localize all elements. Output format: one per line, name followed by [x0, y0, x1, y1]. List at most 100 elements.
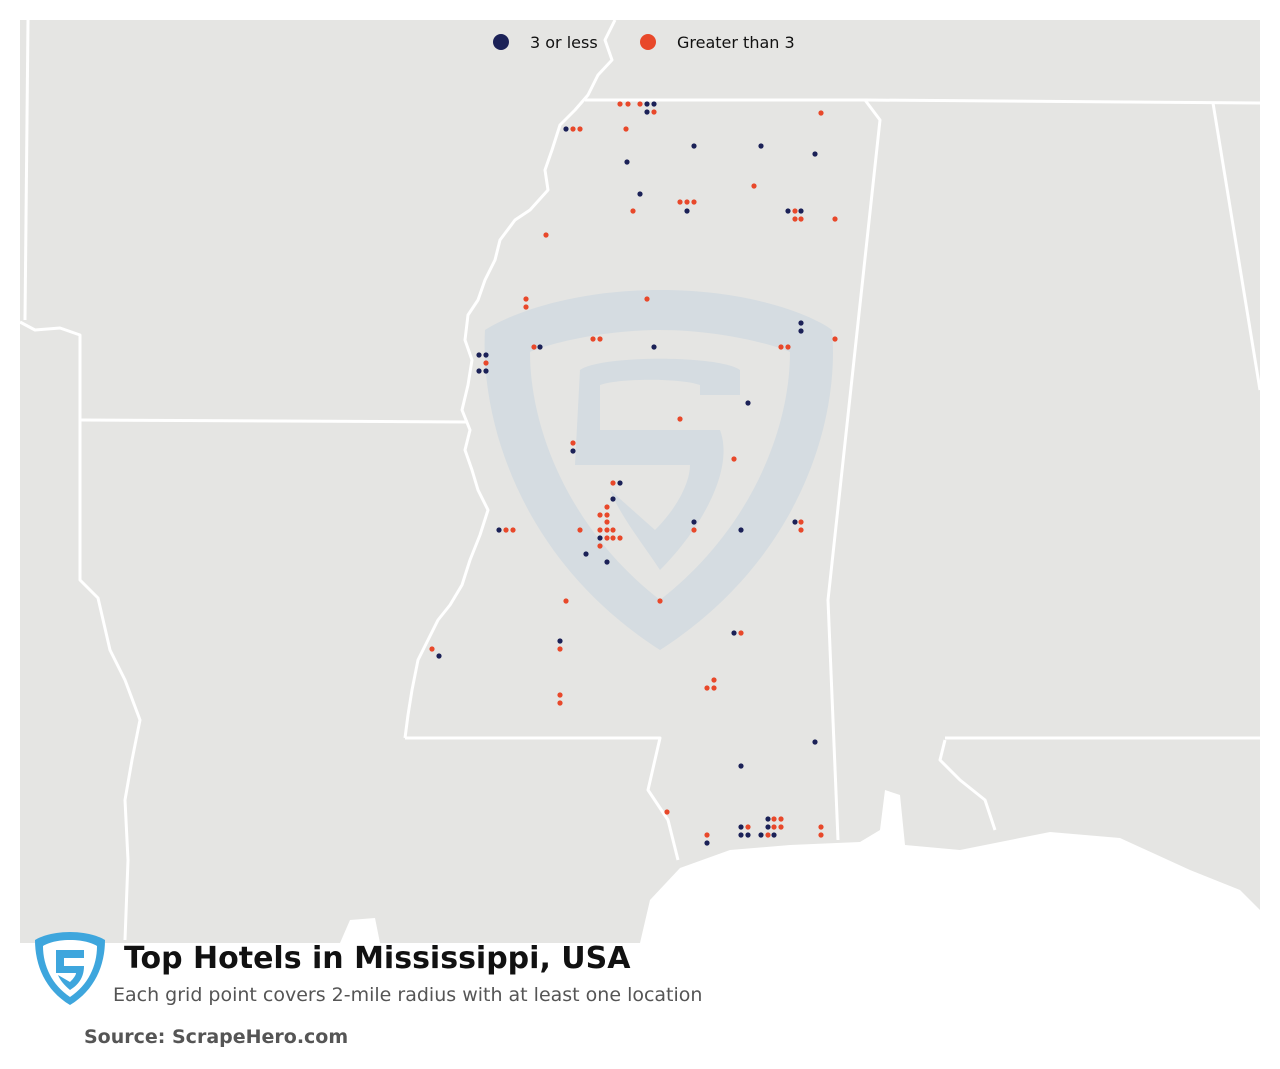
grid-point	[731, 630, 737, 636]
grid-point	[563, 598, 569, 604]
grid-point	[543, 232, 549, 238]
border	[938, 739, 997, 831]
grid-point	[792, 216, 798, 222]
grid-point	[583, 551, 589, 557]
watermark	[484, 290, 833, 650]
grid-point	[691, 519, 697, 525]
grid-point	[771, 824, 777, 830]
grid-point	[523, 296, 529, 302]
grid-point	[758, 143, 764, 149]
grid-point	[704, 832, 710, 838]
grid-point	[765, 832, 771, 838]
border	[864, 98, 1261, 105]
grid-point	[483, 352, 489, 358]
grid-point	[832, 336, 838, 342]
grid-point	[436, 653, 442, 659]
grid-point	[483, 360, 489, 366]
grid-point	[537, 344, 543, 350]
grid-point	[758, 832, 764, 838]
grid-point	[476, 352, 482, 358]
grid-point	[604, 527, 610, 533]
grid-point	[429, 646, 435, 652]
grid-point	[651, 109, 657, 115]
border	[1211, 102, 1262, 391]
grid-point	[664, 809, 670, 815]
grid-point	[604, 559, 610, 565]
grid-point	[738, 630, 744, 636]
grid-point	[617, 480, 623, 486]
grid-point	[812, 151, 818, 157]
grid-point	[570, 440, 576, 446]
grid-point	[684, 208, 690, 214]
grid-point	[691, 199, 697, 205]
grid-point	[798, 527, 804, 533]
grid-point	[792, 208, 798, 214]
grid-point	[597, 527, 603, 533]
grid-point	[798, 328, 804, 334]
border	[79, 418, 469, 424]
grid-point	[745, 400, 751, 406]
grid-point	[798, 208, 804, 214]
grid-point	[738, 763, 744, 769]
grid-point	[557, 646, 563, 652]
grid-point	[617, 535, 623, 541]
grid-point	[510, 527, 516, 533]
state-borders	[19, 19, 1262, 941]
grid-point	[557, 700, 563, 706]
grid-point	[610, 480, 616, 486]
grid-point	[577, 126, 583, 132]
grid-point	[637, 101, 643, 107]
grid-point	[778, 344, 784, 350]
grid-point	[771, 816, 777, 822]
grid-point	[570, 448, 576, 454]
grid-point	[651, 101, 657, 107]
border	[403, 19, 617, 739]
grid-point	[778, 816, 784, 822]
legend-swatch	[493, 34, 509, 50]
grid-point	[745, 832, 751, 838]
grid-point	[677, 199, 683, 205]
grid-point	[832, 216, 838, 222]
grid-point	[563, 126, 569, 132]
grid-point	[651, 344, 657, 350]
grid-point	[644, 109, 650, 115]
grid-point	[597, 336, 603, 342]
grid-point	[625, 101, 631, 107]
grid-point	[738, 832, 744, 838]
grid-point	[798, 216, 804, 222]
grid-point	[483, 368, 489, 374]
grid-point	[711, 685, 717, 691]
grid-point	[604, 504, 610, 510]
grid-point	[604, 519, 610, 525]
subtitle: Each grid point covers 2-mile radius wit…	[113, 984, 702, 1006]
grid-point	[785, 208, 791, 214]
border	[19, 320, 142, 941]
grid-point	[597, 512, 603, 518]
grid-point	[704, 685, 710, 691]
border	[405, 736, 680, 861]
grid-point	[765, 816, 771, 822]
grid-point	[610, 527, 616, 533]
grid-point	[577, 527, 583, 533]
grid-point	[798, 320, 804, 326]
grid-point	[570, 126, 576, 132]
grid-point	[818, 110, 824, 116]
grid-point	[557, 638, 563, 644]
grid-point	[677, 416, 683, 422]
grid-point	[617, 101, 623, 107]
grid-point	[792, 519, 798, 525]
grid-point	[818, 832, 824, 838]
grid-point	[624, 159, 630, 165]
grid-point	[731, 456, 737, 462]
grid-point	[623, 126, 629, 132]
grid-point	[597, 543, 603, 549]
legend-label: Greater than 3	[677, 33, 795, 52]
grid-point	[637, 191, 643, 197]
grid-point	[476, 368, 482, 374]
grid-point	[590, 336, 596, 342]
grid-point	[745, 824, 751, 830]
grid-point	[738, 527, 744, 533]
source: Source: ScrapeHero.com	[84, 1026, 348, 1048]
grid-point	[691, 527, 697, 533]
